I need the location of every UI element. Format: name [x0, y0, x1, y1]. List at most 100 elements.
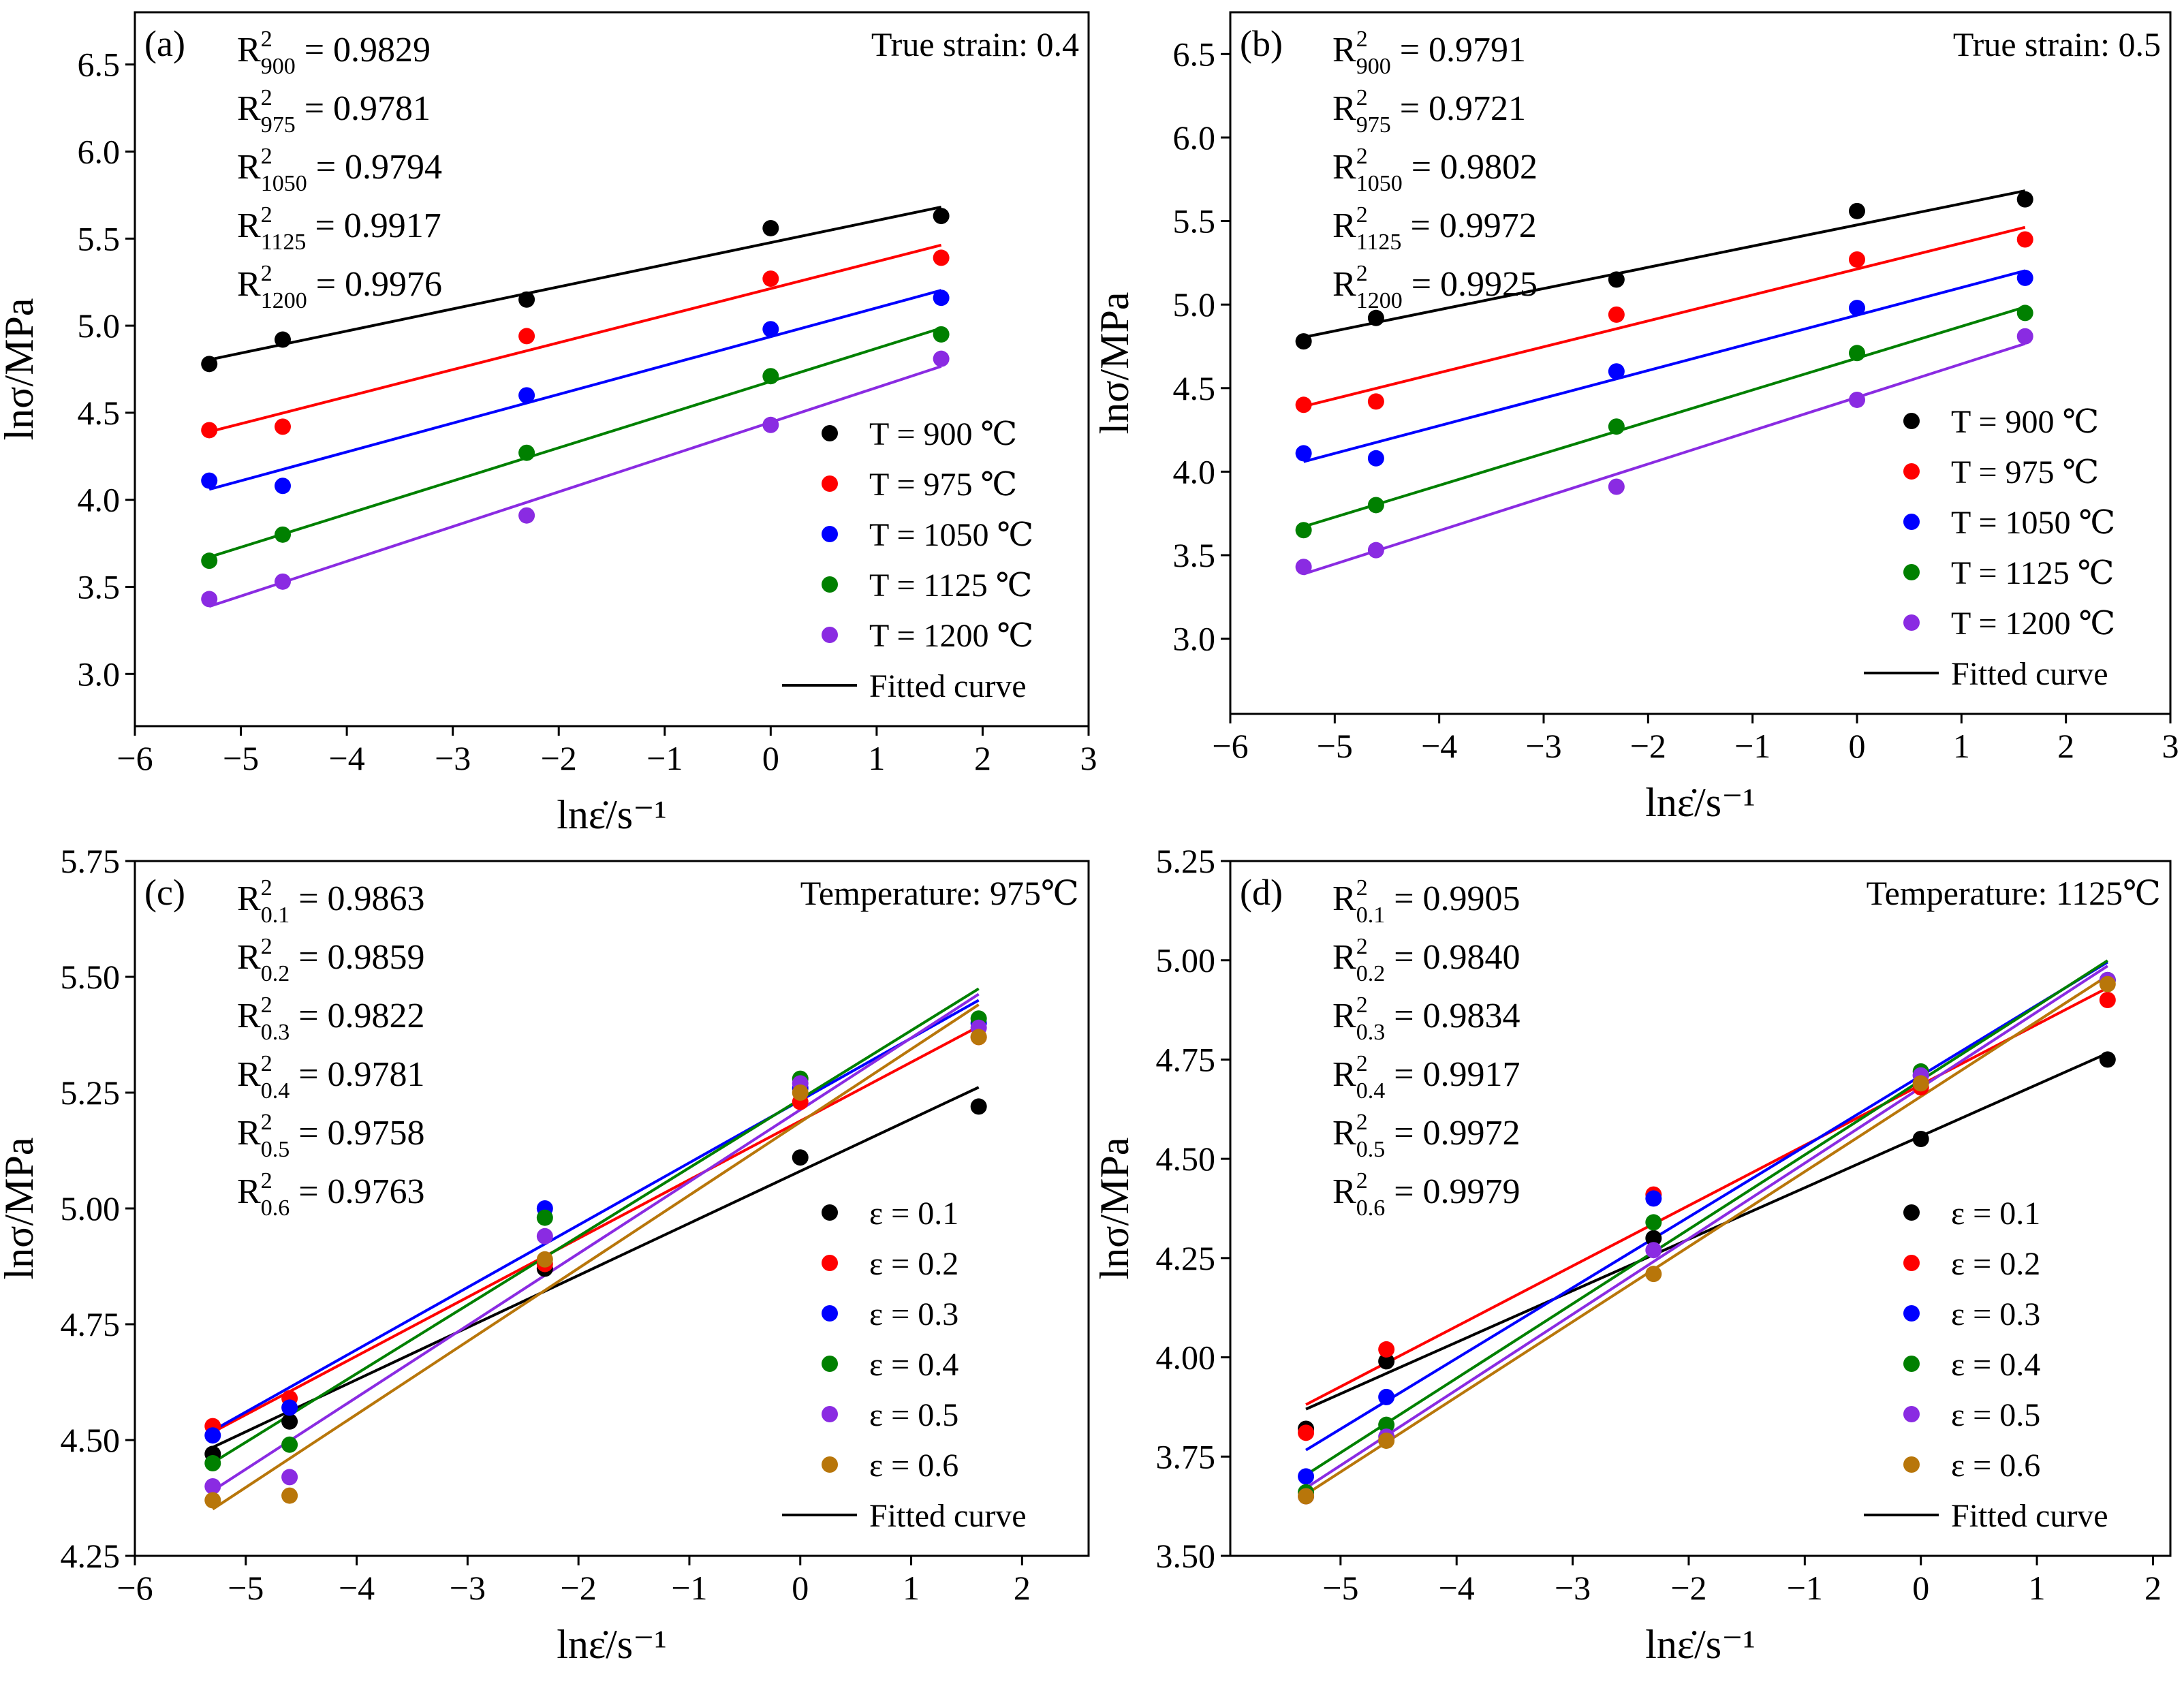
legend-label: ε = 0.5 [869, 1397, 958, 1433]
y-tick-label: 5.25 [1156, 842, 1216, 880]
y-tick-label: 6.5 [78, 46, 121, 84]
data-point [1849, 391, 1865, 408]
r2-annotation: R2 0.3 = 0.9834 [1332, 993, 1520, 1045]
data-point [204, 1455, 221, 1471]
legend-marker [822, 526, 838, 542]
x-tick-label: 2 [1014, 1569, 1031, 1607]
legend-marker [822, 1204, 838, 1221]
r2-annotation: R2 0.3 = 0.9822 [237, 993, 425, 1045]
x-tick-label: −5 [228, 1569, 264, 1607]
legend-label: ε = 0.2 [1951, 1246, 2040, 1282]
data-point [1378, 1416, 1395, 1433]
y-tick-label: 5.5 [78, 219, 121, 257]
data-point [1849, 251, 1865, 268]
r2-annotation: R2 1200 = 0.9925 [1332, 261, 1538, 313]
r2-annotation: R2 900 = 0.9829 [237, 27, 431, 79]
data-point [518, 444, 535, 461]
y-tick-label: 4.00 [1156, 1339, 1216, 1377]
r2-annotation: R2 0.1 = 0.9905 [1332, 875, 1520, 928]
y-axis-label: lnσ/MPa [0, 298, 42, 440]
panel-letter: (a) [144, 23, 185, 64]
legend-marker [1903, 413, 1920, 429]
legend-label: ε = 0.1 [869, 1195, 958, 1232]
x-tick-label: −4 [1439, 1569, 1475, 1607]
data-point [518, 291, 535, 308]
fitted-line [208, 326, 942, 559]
panel-letter: (c) [144, 872, 185, 913]
condition-label: Temperature: 975℃ [800, 874, 1079, 912]
legend-label: ε = 0.5 [1951, 1397, 2040, 1433]
y-tick-label: 5.5 [1173, 202, 1216, 240]
y-tick-label: 5.0 [78, 307, 121, 345]
data-point [2016, 191, 2033, 208]
legend-marker [822, 576, 838, 593]
x-tick-label: −2 [541, 739, 577, 777]
legend-label: T = 975 ℃ [1951, 454, 2099, 490]
x-axis-label: lnε̇/s⁻¹ [557, 792, 667, 837]
data-point [275, 331, 291, 348]
legend-marker [822, 1456, 838, 1473]
x-tick-label: −1 [1734, 727, 1770, 765]
legend-label: T = 1125 ℃ [869, 567, 1032, 604]
fitted-line [212, 999, 980, 1432]
legend-marker [822, 627, 838, 643]
x-tick-label: −3 [450, 1569, 486, 1607]
legend-marker [1903, 1406, 1920, 1422]
r2-annotation: R2 1125 = 0.9972 [1332, 202, 1537, 255]
data-point [1645, 1214, 1662, 1231]
data-point [933, 326, 950, 343]
legend-label: ε = 0.1 [1951, 1195, 2040, 1232]
legend-marker [822, 1305, 838, 1322]
data-point [2016, 231, 2033, 248]
data-point [1849, 345, 1865, 362]
legend-marker [1903, 614, 1920, 631]
y-tick-label: 5.50 [61, 958, 121, 996]
y-tick-label: 5.00 [1156, 941, 1216, 980]
x-tick-label: −1 [1787, 1569, 1823, 1607]
y-tick-label: 5.75 [61, 842, 121, 880]
data-point [792, 1149, 809, 1166]
x-tick-label: −4 [1421, 727, 1457, 765]
x-tick-label: 3 [2162, 727, 2179, 765]
y-axis-label: lnσ/MPa [1092, 1137, 1137, 1279]
fitted-line [208, 289, 942, 491]
y-tick-label: 3.75 [1156, 1437, 1216, 1475]
data-point [1849, 202, 1865, 219]
x-tick-label: −5 [1322, 1569, 1358, 1607]
legend-label: ε = 0.4 [869, 1347, 958, 1383]
fitted-line [208, 364, 942, 608]
legend-label: ε = 0.3 [1951, 1296, 2040, 1332]
r2-annotation: R2 975 = 0.9721 [1332, 85, 1526, 138]
fitted-line [1303, 269, 2026, 463]
legend-marker [1903, 1456, 1920, 1473]
x-tick-label: 1 [1953, 727, 1970, 765]
data-point [518, 507, 535, 524]
fitted-line [208, 205, 942, 362]
data-point [933, 249, 950, 266]
r2-annotation: R2 0.4 = 0.9781 [237, 1051, 425, 1104]
legend-fitted-label: Fitted curve [1951, 656, 2108, 692]
r2-annotation: R2 0.2 = 0.9859 [237, 934, 425, 986]
data-point [792, 1084, 809, 1101]
fitted-line [212, 1003, 980, 1511]
r2-annotation: R2 1200 = 0.9976 [237, 261, 442, 313]
data-point [1608, 478, 1625, 495]
plot-frame [1229, 860, 2172, 1557]
x-tick-label: 1 [868, 739, 885, 777]
legend-marker [822, 1406, 838, 1422]
condition-label: True strain: 0.4 [871, 25, 1079, 63]
fitted-line [1303, 342, 2026, 576]
legend-marker [822, 1356, 838, 1372]
legend-label: T = 1200 ℃ [1951, 606, 2115, 642]
legend-marker [1903, 1204, 1920, 1221]
data-point [281, 1487, 298, 1504]
fitted-line [1305, 1052, 2108, 1411]
x-tick-label: −1 [671, 1569, 707, 1607]
data-point [1608, 418, 1625, 435]
x-tick-label: −4 [329, 739, 365, 777]
data-point [1367, 309, 1384, 326]
data-point [933, 208, 950, 225]
y-tick-label: 3.0 [1173, 620, 1216, 658]
x-tick-label: −6 [116, 739, 153, 777]
